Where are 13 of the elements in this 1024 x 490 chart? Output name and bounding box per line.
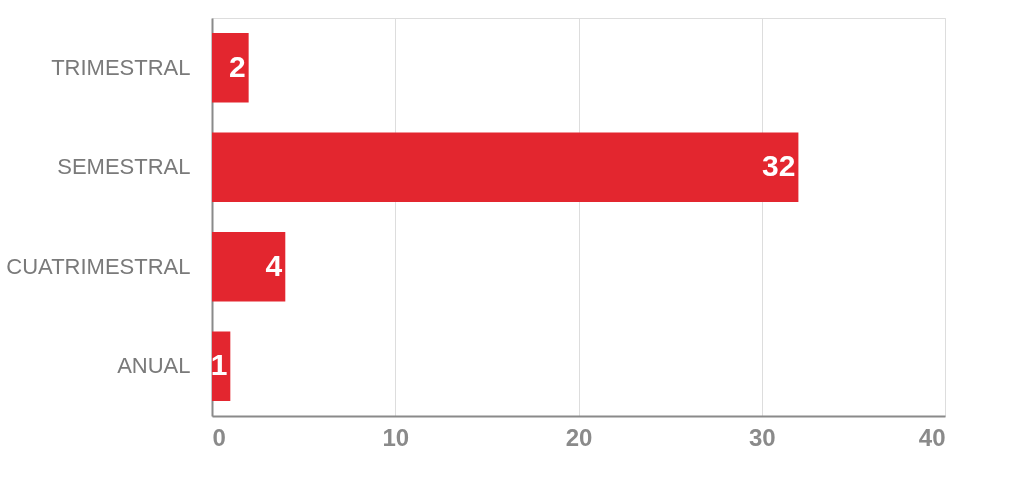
data-label: 1 xyxy=(210,348,228,382)
data-label: 2 xyxy=(228,49,246,83)
y-tick-label: SEMESTRAL xyxy=(57,154,191,180)
x-tick-label: 30 xyxy=(748,423,776,451)
data-label: 4 xyxy=(265,248,283,282)
x-tick-label: 0 xyxy=(212,423,226,451)
y-tick-label: ANUAL xyxy=(117,353,191,379)
x-tick-label: 10 xyxy=(382,423,410,451)
x-tick-label: 20 xyxy=(565,423,593,451)
y-tick-label: CUATRIMESTRAL xyxy=(6,253,191,279)
y-tick-label: TRIMESTRAL xyxy=(51,54,191,80)
x-tick-label: 40 xyxy=(918,423,946,451)
data-label: 32 xyxy=(762,149,796,183)
